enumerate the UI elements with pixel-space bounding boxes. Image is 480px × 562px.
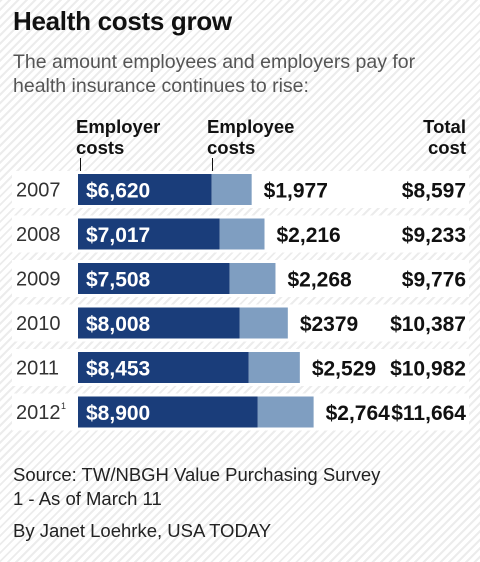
chart-source: Source: TW/NBGH Value Purchasing Survey … — [13, 463, 380, 511]
chart-title: Health costs grow — [13, 6, 232, 36]
source-line: Source: TW/NBGH Value Purchasing Survey — [13, 464, 381, 485]
footnote-line: 1 - As of March 11 — [13, 488, 162, 509]
bar-employee-2011 — [248, 352, 300, 383]
employer-value-label-2009: $7,508 — [86, 269, 151, 292]
bar-employer-2009 — [78, 263, 230, 294]
year-footnote-mark-2012: 1 — [61, 401, 66, 411]
column-header-total-line2: cost — [427, 137, 466, 158]
employer-value-label-2007: $6,620 — [86, 180, 150, 203]
bar-employee-2009 — [229, 263, 276, 294]
bar-employee-2007 — [211, 174, 252, 205]
employee-value-label-2007: $1,977 — [264, 180, 328, 203]
bar-employer-2007 — [78, 174, 212, 205]
total-value-label-2012: $11,664 — [391, 402, 466, 425]
employee-value-label-2008: $2,216 — [277, 224, 341, 247]
employer-column-pointer — [80, 158, 81, 172]
total-value-label-2009: $9,776 — [402, 269, 466, 292]
employer-value-label-2011: $8,453 — [86, 358, 150, 381]
employee-value-label-2010: $2379 — [300, 313, 358, 336]
bar-employee-2012 — [257, 396, 314, 428]
year-label-2011: 2011 — [16, 358, 59, 380]
employee-value-label-2012: $2,764 — [326, 402, 391, 425]
employee-column-pointer — [212, 158, 213, 172]
column-header-employer-line1: Employer — [76, 116, 161, 137]
bar-employer-2011 — [78, 352, 249, 383]
column-header-employee-line1: Employee — [207, 116, 295, 137]
employer-value-label-2010: $8,008 — [86, 313, 151, 336]
year-label-2008: 2008 — [16, 224, 61, 246]
total-value-label-2011: $10,982 — [390, 358, 466, 381]
bar-employee-2008 — [219, 218, 265, 250]
total-value-label-2007: $8,597 — [402, 180, 466, 203]
year-label-2009: 2009 — [16, 269, 61, 291]
column-header-employer: Employer costs — [76, 116, 160, 158]
bar-employer-2010 — [78, 307, 240, 339]
employee-value-label-2009: $2,268 — [287, 269, 352, 292]
column-header-total: Total cost — [423, 116, 466, 158]
column-header-employee: Employee costs — [207, 116, 294, 158]
total-value-label-2008: $9,233 — [402, 224, 466, 247]
column-header-total-line1: Total — [423, 116, 466, 137]
bar-employee-2010 — [239, 307, 288, 339]
bar-employer-2012 — [78, 396, 258, 428]
total-value-label-2010: $10,387 — [390, 313, 466, 336]
year-label-2012: 2012 — [16, 402, 61, 424]
employer-value-label-2008: $7,017 — [86, 224, 150, 247]
employee-value-label-2011: $2,529 — [312, 358, 376, 381]
chart-byline: By Janet Loehrke, USA TODAY — [13, 520, 272, 541]
year-label-2007: 2007 — [16, 180, 61, 202]
employer-value-label-2012: $8,900 — [86, 402, 150, 425]
chart-subtitle: The amount employees and employers pay f… — [13, 51, 416, 97]
bar-employer-2008 — [78, 218, 220, 250]
column-header-employee-line2: costs — [207, 137, 256, 158]
year-label-2010: 2010 — [16, 313, 61, 335]
column-header-employer-line2: costs — [76, 137, 125, 158]
